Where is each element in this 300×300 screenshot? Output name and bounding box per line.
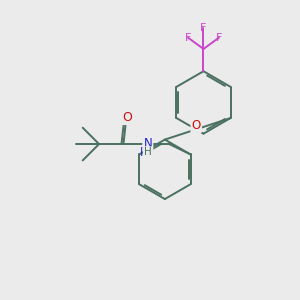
Text: F: F (200, 22, 207, 32)
Text: N: N (143, 137, 152, 150)
Text: F: F (216, 33, 222, 43)
Text: N: N (140, 146, 149, 160)
Text: O: O (122, 111, 132, 124)
Text: H: H (144, 147, 152, 158)
Text: O: O (192, 119, 201, 132)
Text: F: F (185, 33, 191, 43)
